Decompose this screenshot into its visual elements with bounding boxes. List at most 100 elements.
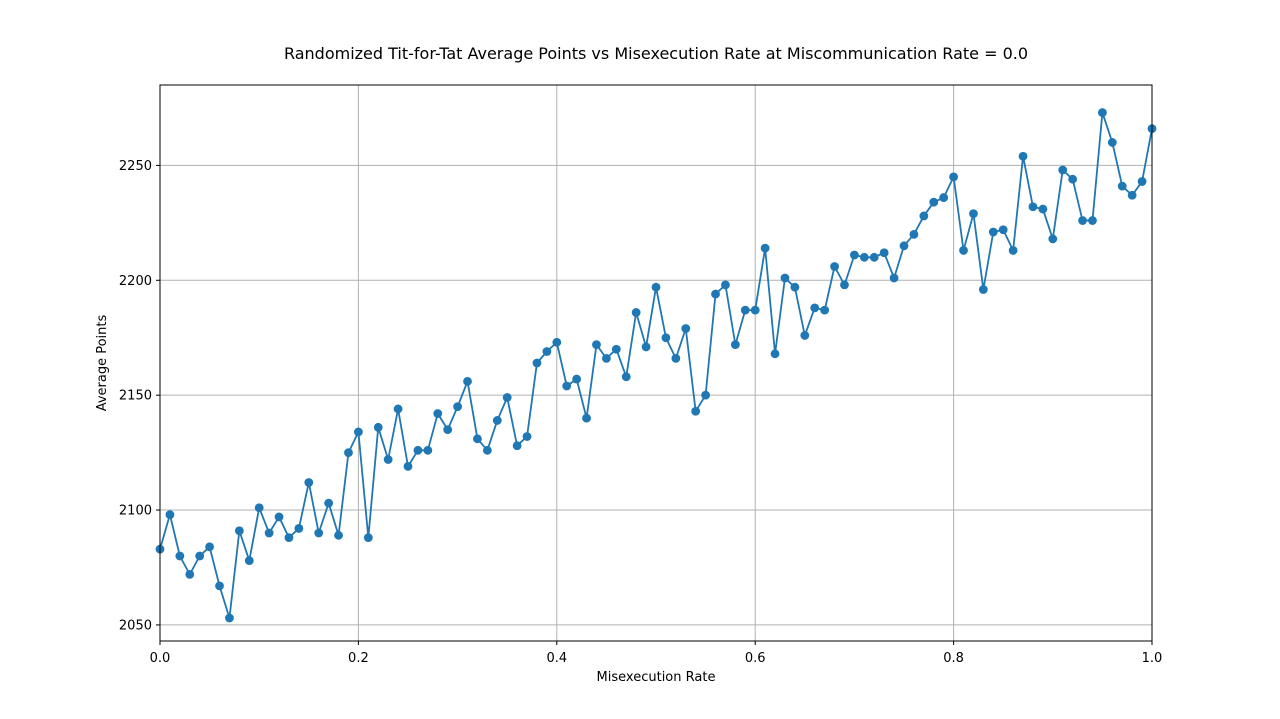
data-point — [1038, 204, 1048, 214]
data-point — [830, 262, 839, 271]
data-point — [641, 342, 651, 352]
data-point — [205, 542, 215, 552]
data-point — [1058, 165, 1068, 175]
data-point — [602, 354, 611, 363]
data-point — [423, 445, 433, 455]
data-point — [899, 241, 909, 251]
data-point — [909, 229, 919, 239]
data-point — [790, 282, 800, 292]
data-point — [532, 358, 542, 368]
data-point — [1078, 216, 1087, 225]
data-point — [691, 406, 701, 416]
data-point — [1107, 138, 1117, 147]
data-point — [512, 441, 522, 451]
data-point — [740, 305, 750, 315]
data-point — [939, 193, 949, 202]
data-point — [294, 524, 304, 533]
data-point — [998, 225, 1008, 235]
data-point — [254, 503, 264, 513]
data-point — [929, 197, 939, 207]
data-point — [840, 280, 849, 290]
data-point — [473, 434, 482, 444]
plot-frame — [159, 84, 1153, 642]
data-point — [264, 528, 274, 538]
data-point — [1117, 181, 1127, 191]
data-point — [681, 324, 691, 333]
data-point — [780, 273, 790, 283]
data-point — [750, 305, 760, 315]
data-point — [800, 331, 810, 340]
data-point — [711, 289, 720, 299]
data-point — [1127, 190, 1137, 200]
data-point — [344, 448, 353, 458]
x-axis-label: Misexecution Rate — [597, 670, 716, 685]
x-tick-label: 0.6 — [745, 651, 766, 666]
data-point — [542, 347, 552, 356]
data-point — [215, 581, 224, 591]
data-point — [1018, 151, 1028, 161]
y-tick-label: 2200 — [119, 274, 152, 289]
data-point — [403, 461, 413, 471]
data-point — [552, 337, 562, 347]
axis-ticks: 0.0 0.2 0.4 0.6 0.8 1.0 2050 2100 2150 2200 2250 — [119, 159, 1162, 666]
data-point — [869, 252, 879, 262]
data-point — [1068, 174, 1078, 184]
data-point — [631, 308, 641, 317]
data-point — [879, 248, 889, 258]
data-point — [324, 498, 334, 508]
x-tick-label: 0.8 — [943, 651, 964, 666]
data-point — [1028, 202, 1038, 212]
x-tick-label: 1.0 — [1142, 651, 1163, 666]
data-point — [225, 613, 234, 623]
y-tick-label: 2050 — [119, 618, 152, 633]
data-point — [443, 425, 453, 435]
data-point — [383, 455, 393, 464]
data-point — [760, 243, 770, 253]
data-point — [1088, 216, 1097, 225]
data-point — [978, 285, 988, 294]
data-point — [274, 512, 284, 522]
data-point — [334, 530, 343, 540]
y-axis-label: Average Points — [95, 314, 110, 411]
data-point — [413, 445, 423, 455]
data-point — [502, 393, 512, 402]
data-point — [969, 209, 978, 219]
data-point — [770, 349, 780, 359]
chart-title: Randomized Tit-for-Tat Average Points vs… — [284, 44, 1028, 63]
data-point — [949, 172, 958, 182]
x-tick-label: 0.2 — [348, 651, 369, 666]
data-point — [859, 252, 869, 262]
data-point — [314, 528, 324, 538]
x-tick-label: 0.4 — [546, 651, 567, 666]
data-point — [482, 445, 492, 455]
data-point — [730, 340, 740, 350]
data-point — [492, 416, 502, 425]
data-point — [611, 344, 621, 354]
data-point — [363, 533, 373, 543]
data-point — [959, 246, 968, 255]
data-point — [721, 280, 730, 290]
data-point — [195, 551, 205, 561]
data-point — [621, 372, 631, 382]
data-point — [522, 432, 532, 441]
data-point — [284, 533, 294, 543]
data-point — [1048, 234, 1058, 244]
data-point — [651, 282, 661, 292]
data-point — [671, 354, 681, 363]
data-point — [304, 478, 314, 487]
data-point — [988, 227, 998, 237]
data-point — [433, 409, 443, 418]
data-point — [1008, 246, 1018, 255]
data-point — [1098, 108, 1107, 117]
data-point — [373, 422, 383, 432]
data-point — [582, 413, 591, 423]
data-point — [592, 340, 601, 350]
data-point — [810, 303, 820, 313]
data-point — [165, 510, 175, 520]
y-tick-label: 2250 — [119, 159, 152, 174]
data-point — [820, 305, 830, 315]
data-point — [919, 211, 929, 221]
data-point — [393, 404, 403, 414]
